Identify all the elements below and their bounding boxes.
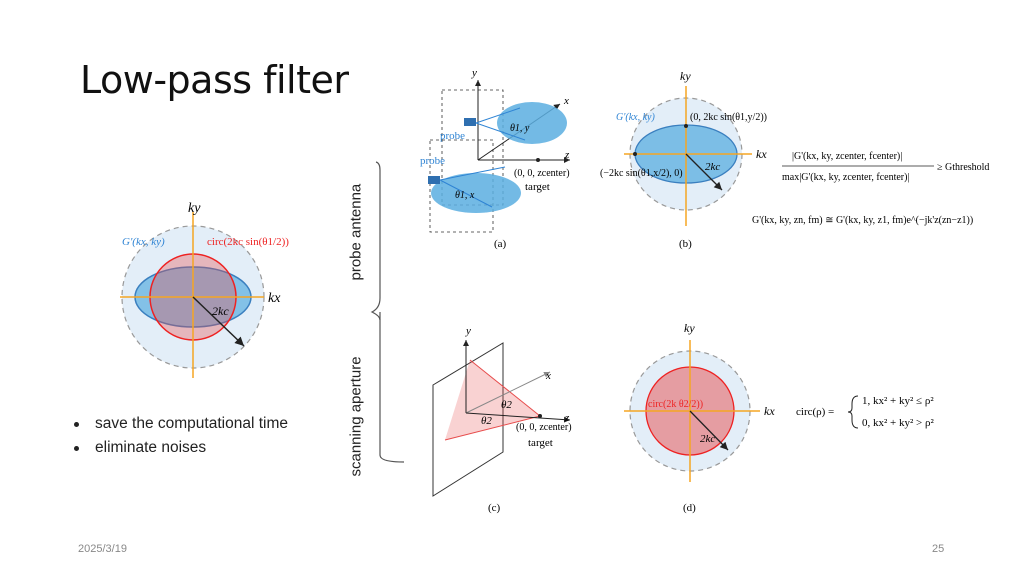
left-point-label: (−2kc sin(θ1,x/2), 0) [600,168,683,179]
y-label: y [471,67,477,79]
x-label: x [545,370,551,382]
circ-label: circ(2k θ2/2)) [648,399,703,410]
cone-edge [444,415,541,441]
bullet-item: save the computational time [74,412,288,436]
circ-eq-lhs: circ(ρ) = [796,406,834,418]
kx-label: kx [764,404,775,418]
ky-label: ky [188,201,201,216]
beam-y [497,102,567,144]
bullet-dot [74,445,79,451]
bullet-list: save the computational time eliminate no… [74,412,288,460]
circ-case-1: 1, kx² + ky² ≤ ρ² [862,395,934,407]
top-point [684,124,688,128]
eq1-denominator: max|G'(kx, ky, zcenter, fcenter)| [782,172,909,183]
cone-edge [469,359,541,417]
bullet-text: save the computational time [95,415,288,432]
footer-date: 2025/3/19 [78,543,127,555]
aperture-plane [432,342,504,497]
bullet-dot [74,421,79,427]
circ-label: circ(2kc sin(θ1/2)) [207,236,289,248]
bullet-item: eliminate noises [74,436,288,460]
x-axis [465,371,551,414]
probe-icon [464,118,476,126]
g-label: G'(kx, ky) [616,112,655,123]
slide-title: Low-pass filter [80,58,349,102]
probe-icon [428,176,440,184]
z-label: z [564,412,570,424]
beam-x [431,173,521,213]
main-kspace-figure: ky kx G'(kx, ky) circ(2kc sin(θ1/2)) 2kc [120,201,289,378]
beam-edge [475,107,526,141]
radius-label: 2kc [212,304,229,318]
eq1-rhs: ≥ Gthreshold [937,162,989,173]
target-label: target [525,181,550,193]
top-point-label: (0, 2kc sin(θ1,y/2)) [690,112,767,123]
origin-label: (0, 0, zcenter) [514,168,570,179]
ky-label: ky [680,69,691,83]
target-point [536,158,540,162]
z-label: z [564,149,570,161]
caption-d: (d) [683,502,696,514]
caption-c: (c) [488,502,501,514]
radius-arrow [689,410,729,451]
beam-edge [439,166,506,208]
theta-x-label: θ1, x [455,190,475,201]
piecewise-brace [847,395,859,429]
y-label: y [465,325,471,337]
radius-arrow [685,153,723,191]
probe-label: probe [420,155,445,167]
kx-label: kx [268,291,281,306]
theta-y-label: θ1, y [510,123,530,134]
eq1-numerator: |G'(kx, ky, zcenter, fcenter)| [792,151,902,162]
ky-label: ky [684,321,695,335]
target-point [538,414,542,418]
x-label: x [563,95,569,107]
page-number: 25 [932,543,945,555]
target-label: target [528,437,553,449]
plane-outline [429,139,494,233]
z-axis [465,412,571,423]
radius-label: 2kc [700,433,715,445]
eq2: G'(kx, ky, zn, fm) ≅ G'(kx, ky, z1, fm)e… [752,215,973,226]
origin-label: (0, 0, zcenter) [516,422,572,433]
bullet-text: eliminate noises [95,439,207,456]
panel-c: y x z θ2 θ2 (0, 0, zcenter) target (c) [432,325,572,514]
radius-label: 2kc [705,161,720,173]
kx-label: kx [756,147,767,161]
panel-b: ky kx G'(kx, ky) (0, 2kc sin(θ1,y/2)) (−… [600,69,989,250]
brace-top [370,161,381,321]
panel-a: y x z probe probe θ1, y θ1, x (0, 0, zce… [420,67,570,250]
panel-d: ky kx circ(2k θ2/2)) 2kc (d) circ(ρ) = 1… [624,321,934,514]
caption-b: (b) [679,238,692,250]
left-point [633,152,637,156]
circ-case-2: 0, kx² + ky² > ρ² [862,417,934,429]
probe-label: probe [440,130,465,142]
brace-bottom [379,312,405,463]
g-label: G'(kx, ky) [122,236,165,248]
radius-arrow [192,296,245,347]
theta2-label: θ2 [481,415,492,427]
caption-a: (a) [494,238,507,250]
theta2-label: θ2 [501,399,512,411]
